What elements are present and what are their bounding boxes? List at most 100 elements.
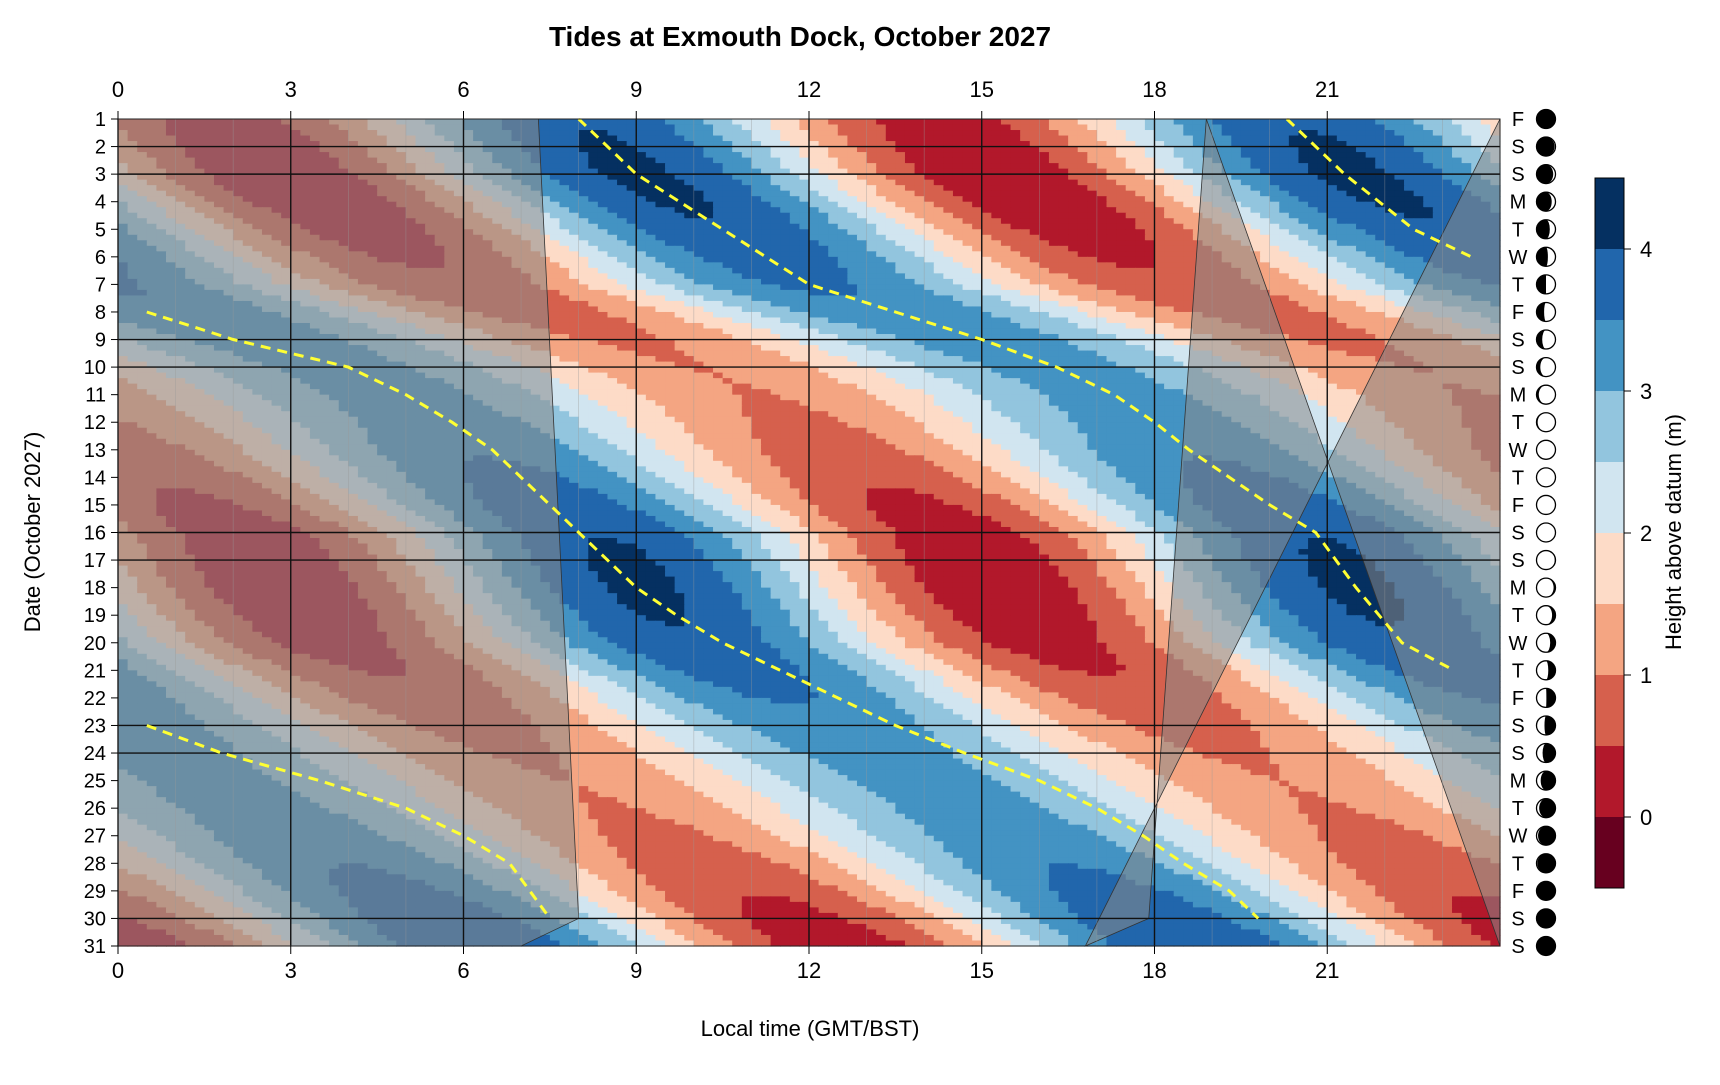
heat-cell bbox=[770, 284, 781, 291]
heat-cell bbox=[703, 212, 714, 219]
heat-cell bbox=[866, 289, 877, 297]
heat-cell bbox=[809, 295, 820, 302]
heat-cell bbox=[991, 168, 1002, 175]
heat-cell bbox=[722, 174, 733, 181]
heat-cell bbox=[1336, 174, 1348, 181]
heat-cell bbox=[1144, 251, 1156, 258]
heat-cell bbox=[924, 300, 935, 308]
heat-cell bbox=[828, 163, 839, 170]
heat-cell bbox=[962, 141, 973, 148]
heat-cell bbox=[818, 267, 829, 274]
heat-cell bbox=[1173, 163, 1184, 170]
heat-cell bbox=[1250, 201, 1261, 208]
heat-cell bbox=[904, 267, 916, 274]
heat-cell bbox=[1192, 152, 1204, 159]
heat-cell bbox=[799, 130, 810, 137]
heat-cell bbox=[981, 185, 992, 192]
heat-cell bbox=[665, 185, 676, 192]
heat-cell bbox=[770, 146, 781, 153]
heat-cell bbox=[1048, 229, 1060, 236]
heat-cell bbox=[645, 146, 657, 153]
heat-cell bbox=[578, 207, 589, 214]
heat-cell bbox=[1442, 146, 1453, 153]
heat-cell bbox=[1173, 168, 1184, 175]
heat-cell bbox=[1327, 218, 1338, 225]
heat-cell bbox=[588, 196, 599, 203]
heat-cell bbox=[1077, 240, 1088, 247]
heat-cell bbox=[645, 141, 657, 148]
heat-cell bbox=[741, 262, 753, 269]
heat-cell bbox=[751, 141, 762, 148]
heat-cell bbox=[1000, 174, 1012, 181]
heat-cell bbox=[828, 185, 839, 192]
heat-cell bbox=[1144, 157, 1156, 164]
heat-cell bbox=[1116, 229, 1127, 236]
heat-cell bbox=[751, 190, 762, 197]
heat-cell bbox=[1116, 234, 1127, 241]
heat-cell bbox=[1039, 130, 1050, 137]
heat-cell bbox=[1394, 223, 1405, 230]
heat-cell bbox=[895, 190, 906, 197]
heat-cell bbox=[1010, 240, 1021, 247]
heat-cell bbox=[655, 119, 666, 126]
heat-cell bbox=[588, 289, 599, 297]
heat-cell bbox=[636, 163, 647, 170]
heat-cell bbox=[713, 179, 724, 186]
heat-cell bbox=[607, 201, 618, 208]
heat-cell bbox=[1269, 223, 1280, 230]
heat-cell bbox=[1135, 119, 1146, 126]
heat-cell bbox=[1010, 124, 1021, 131]
heat-cell bbox=[1020, 119, 1031, 126]
heat-cell bbox=[1413, 174, 1424, 181]
heat-cell bbox=[799, 218, 810, 225]
heat-cell bbox=[847, 284, 858, 291]
heat-cell bbox=[876, 234, 887, 241]
heat-cell bbox=[1413, 201, 1424, 208]
heat-cell bbox=[1356, 163, 1367, 170]
heat-cell bbox=[962, 262, 973, 269]
heat-cell bbox=[1116, 168, 1127, 175]
heat-cell bbox=[1269, 152, 1280, 159]
heat-cell bbox=[1048, 174, 1060, 181]
heat-cell bbox=[1077, 251, 1088, 258]
heat-cell bbox=[1048, 179, 1060, 186]
heat-cell bbox=[789, 212, 801, 219]
heat-cell bbox=[1365, 212, 1376, 219]
heat-cell bbox=[904, 201, 916, 208]
heat-cell bbox=[1000, 124, 1012, 131]
heat-cell bbox=[1010, 267, 1021, 274]
heat-cell bbox=[847, 251, 858, 258]
heat-cell bbox=[1000, 135, 1012, 142]
heat-cell bbox=[1375, 295, 1386, 302]
heat-cell bbox=[617, 245, 628, 252]
heat-cell bbox=[981, 201, 992, 208]
heat-cell bbox=[924, 284, 935, 291]
heat-cell bbox=[943, 245, 954, 252]
heat-cell bbox=[1106, 267, 1117, 274]
heat-cell bbox=[1020, 223, 1031, 230]
heat-cell bbox=[856, 157, 868, 164]
heat-cell bbox=[847, 273, 858, 280]
heat-cell bbox=[578, 284, 589, 291]
heat-cell bbox=[1125, 278, 1136, 285]
heat-cell bbox=[1346, 135, 1357, 142]
heat-cell bbox=[674, 130, 685, 137]
heat-cell bbox=[1000, 141, 1012, 148]
heat-cell bbox=[588, 135, 599, 142]
heat-cell bbox=[1116, 262, 1127, 269]
heat-cell bbox=[1087, 196, 1098, 203]
heat-cell bbox=[1250, 174, 1261, 181]
heat-cell bbox=[1087, 256, 1098, 263]
heat-cell bbox=[1106, 168, 1117, 175]
heat-cell bbox=[703, 207, 714, 214]
heat-cell bbox=[540, 179, 551, 186]
heat-cell bbox=[1144, 284, 1156, 291]
heat-cell bbox=[597, 212, 609, 219]
heat-cell bbox=[818, 256, 829, 263]
heat-cell bbox=[866, 196, 877, 203]
heat-cell bbox=[1394, 284, 1405, 291]
heat-cell bbox=[770, 157, 781, 164]
heat-cell bbox=[962, 174, 973, 181]
heat-cell bbox=[636, 245, 647, 252]
heat-cell bbox=[1039, 135, 1050, 142]
